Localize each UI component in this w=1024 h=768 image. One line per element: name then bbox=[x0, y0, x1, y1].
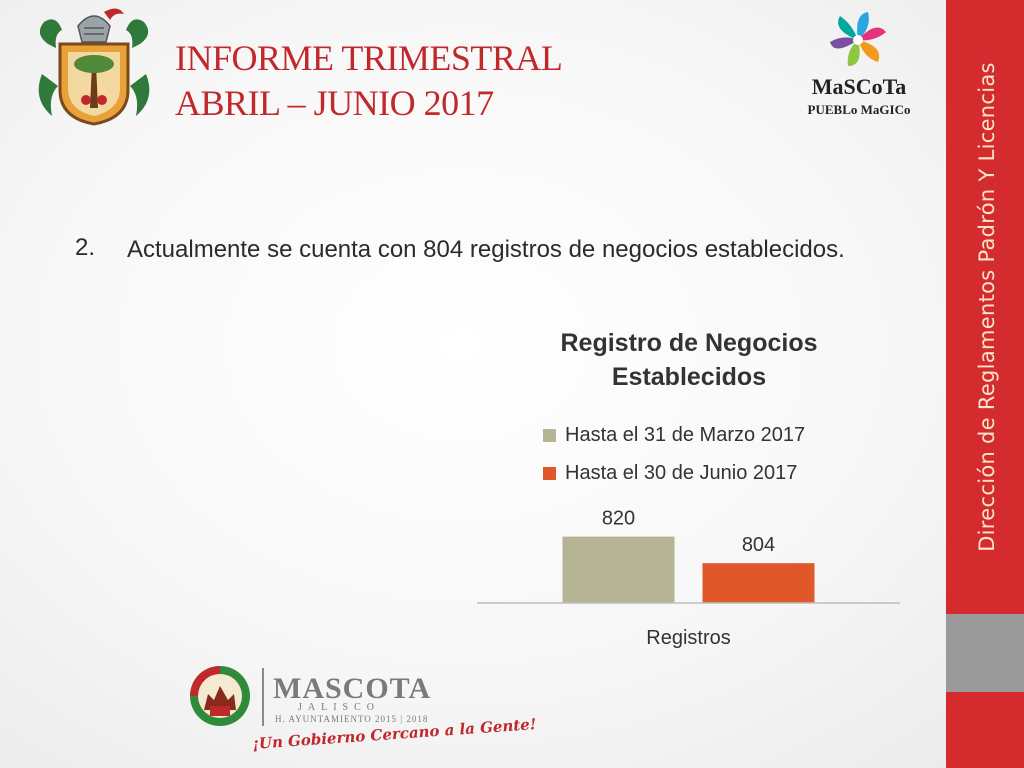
legend-swatch-june bbox=[543, 466, 556, 480]
municipal-emblem-logo bbox=[190, 666, 250, 726]
coat-of-arms-logo bbox=[38, 8, 150, 126]
bullet-item: 2. Actualmente se cuenta con 804 registr… bbox=[75, 234, 895, 266]
side-band-gray-block bbox=[946, 614, 1024, 692]
pueblo-magico-logo-text-bottom: PUEBLo MaGICo bbox=[808, 102, 911, 117]
side-band bbox=[946, 0, 1024, 768]
chart-legend: Hasta el 31 de Marzo 2017 Hasta el 30 de… bbox=[543, 416, 805, 492]
legend-label-june: Hasta el 30 de Junio 2017 bbox=[565, 461, 798, 484]
pueblo-magico-logo-text-top: MaSCoTa bbox=[812, 74, 907, 99]
legend-item-march: Hasta el 31 de Marzo 2017 bbox=[543, 416, 805, 454]
footer-government: H. AYUNTAMIENTO 2015 | 2018 bbox=[275, 714, 429, 724]
legend-label-march: Hasta el 31 de Marzo 2017 bbox=[565, 423, 806, 446]
footer-divider bbox=[262, 668, 264, 726]
bullet-text: Actualmente se cuenta con 804 registros … bbox=[127, 236, 845, 263]
bullet-number: 2. bbox=[75, 234, 96, 261]
data-label-0: 820 bbox=[602, 508, 635, 530]
chart-title: Registro de Negocios Establecidos bbox=[560, 329, 818, 391]
legend-item-june: Hasta el 30 de Junio 2017 bbox=[543, 454, 805, 492]
x-tick-label: Registros bbox=[646, 627, 730, 649]
footer-region: JALISCO bbox=[298, 702, 381, 713]
legend-swatch-march bbox=[543, 428, 556, 442]
title-line-1: INFORME TRIMESTRAL bbox=[175, 38, 563, 78]
data-label-1: 804 bbox=[742, 534, 775, 556]
bar-0 bbox=[562, 536, 675, 603]
page-title: INFORME TRIMESTRAL ABRIL – JUNIO 2017 bbox=[175, 36, 563, 126]
footer-name: MASCOTA bbox=[273, 672, 432, 705]
title-line-2: ABRIL – JUNIO 2017 bbox=[175, 83, 494, 123]
pueblo-magico-logo: MaSCoTa PUEBLo MaGICo bbox=[808, 12, 911, 117]
bar-1 bbox=[702, 563, 815, 603]
